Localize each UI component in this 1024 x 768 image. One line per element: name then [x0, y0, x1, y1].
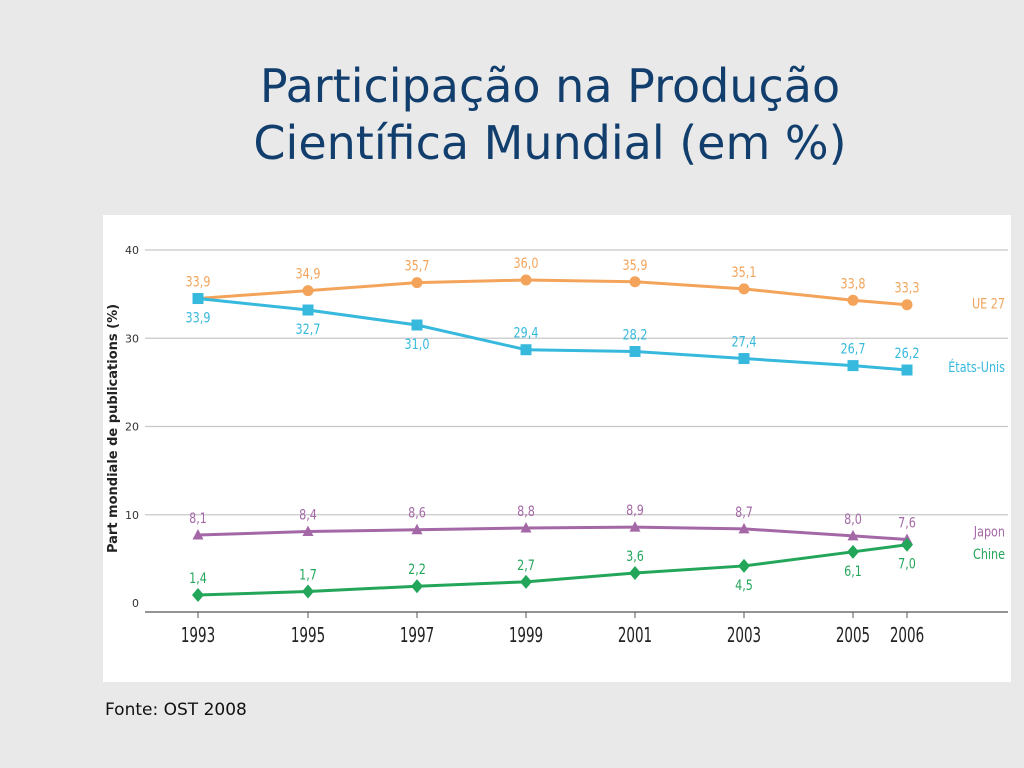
- series-line-chine: [197, 543, 908, 597]
- data-point: [302, 304, 314, 316]
- data-point: [847, 294, 859, 306]
- data-label: 8,7: [735, 504, 753, 521]
- data-label: 35,9: [623, 257, 648, 274]
- title-line-1: Participação na Produção: [259, 59, 841, 113]
- series-label--tats-unis: États-Unis: [948, 359, 1005, 376]
- data-point: [302, 525, 314, 537]
- data-label: 8,8: [517, 503, 535, 520]
- data-label: 6,1: [844, 563, 862, 580]
- data-point: [901, 299, 913, 311]
- data-point: [302, 584, 314, 599]
- title-line-2: Científica Mundial (em %): [253, 116, 847, 170]
- data-label: 29,4: [514, 324, 539, 341]
- series-label-japon: Japon: [973, 523, 1005, 540]
- data-label: 7,6: [898, 514, 916, 531]
- data-point: [520, 344, 532, 356]
- y-axis-label: Part mondiale de publications (%): [106, 304, 121, 553]
- y-tick-label: 0: [132, 597, 139, 610]
- series-line-ue-27: [197, 278, 908, 307]
- data-point: [520, 274, 532, 286]
- data-point: [520, 521, 532, 533]
- data-point: [411, 319, 423, 331]
- data-label: 33,9: [186, 273, 211, 290]
- data-point: [629, 565, 641, 580]
- series-line--tats-unis: [197, 297, 908, 372]
- data-point: [629, 345, 641, 357]
- data-point: [847, 360, 859, 372]
- data-label: 3,6: [626, 548, 644, 565]
- data-point: [411, 523, 423, 535]
- data-point: [192, 293, 204, 305]
- data-label: 7,0: [898, 556, 916, 573]
- y-tick-label: 40: [125, 244, 139, 257]
- data-label: 1,7: [299, 566, 317, 583]
- data-label: 28,2: [623, 326, 648, 343]
- x-tick-label: 2005: [836, 625, 870, 648]
- data-label: 1,4: [189, 570, 207, 587]
- chart-panel: 0 10 20 30 40 1993 1995 1997 1999 2001 2003 2005 200…: [103, 215, 1011, 682]
- data-label: 35,1: [732, 264, 757, 281]
- data-label: 4,5: [735, 577, 753, 594]
- data-point: [738, 522, 750, 534]
- series-label-ue-27: UE 27: [972, 295, 1005, 312]
- data-point: [738, 558, 750, 573]
- x-tick-label: 1999: [509, 625, 543, 648]
- data-label: 33,8: [841, 275, 866, 292]
- data-label: 33,9: [186, 309, 211, 326]
- data-label: 34,9: [296, 265, 321, 282]
- slide-title: Participação na Produção Científica Mund…: [150, 58, 950, 172]
- x-tick-label: 2006: [890, 625, 924, 648]
- data-label: 8,9: [626, 502, 644, 519]
- data-label: 36,0: [514, 255, 539, 272]
- data-label: 27,4: [732, 333, 757, 350]
- data-label: 8,4: [299, 506, 317, 523]
- data-label: 31,0: [405, 336, 430, 353]
- data-label: 32,7: [296, 321, 321, 338]
- data-point: [302, 285, 314, 297]
- data-label: 8,6: [408, 505, 426, 522]
- y-tick-label: 30: [125, 332, 139, 345]
- data-point: [901, 537, 913, 552]
- data-point: [192, 529, 204, 540]
- series-line-japon: [197, 525, 908, 541]
- data-label: 33,3: [895, 279, 920, 296]
- data-label: 35,7: [405, 257, 430, 274]
- data-point: [520, 574, 532, 589]
- data-point: [847, 529, 859, 541]
- data-point: [847, 544, 859, 559]
- x-tick-label: 2003: [727, 625, 761, 648]
- data-label: 26,2: [895, 345, 920, 362]
- line-chart: 0 10 20 30 40 1993 1995 1997 1999 2001 2003 2005 200…: [106, 244, 1008, 648]
- source-note: Fonte: OST 2008: [105, 700, 247, 720]
- data-label: 8,1: [189, 510, 207, 527]
- data-point: [192, 588, 204, 603]
- data-label: 2,7: [517, 557, 535, 574]
- y-tick-label: 10: [125, 509, 139, 522]
- data-label: 26,7: [841, 340, 866, 357]
- x-tick-label: 1997: [400, 625, 434, 648]
- data-label: 8,0: [844, 511, 862, 528]
- data-point: [901, 364, 913, 376]
- x-tick-label: 1995: [291, 625, 325, 648]
- data-label: 2,2: [408, 561, 426, 578]
- data-point: [629, 276, 641, 288]
- data-point: [738, 353, 750, 365]
- y-tick-label: 20: [125, 421, 139, 434]
- x-tick-label: 2001: [618, 625, 652, 648]
- data-point: [411, 277, 423, 289]
- data-point: [738, 283, 750, 295]
- data-point: [411, 579, 423, 594]
- series-label-chine: Chine: [973, 546, 1005, 563]
- data-point: [629, 521, 641, 532]
- x-tick-label: 1993: [181, 625, 215, 648]
